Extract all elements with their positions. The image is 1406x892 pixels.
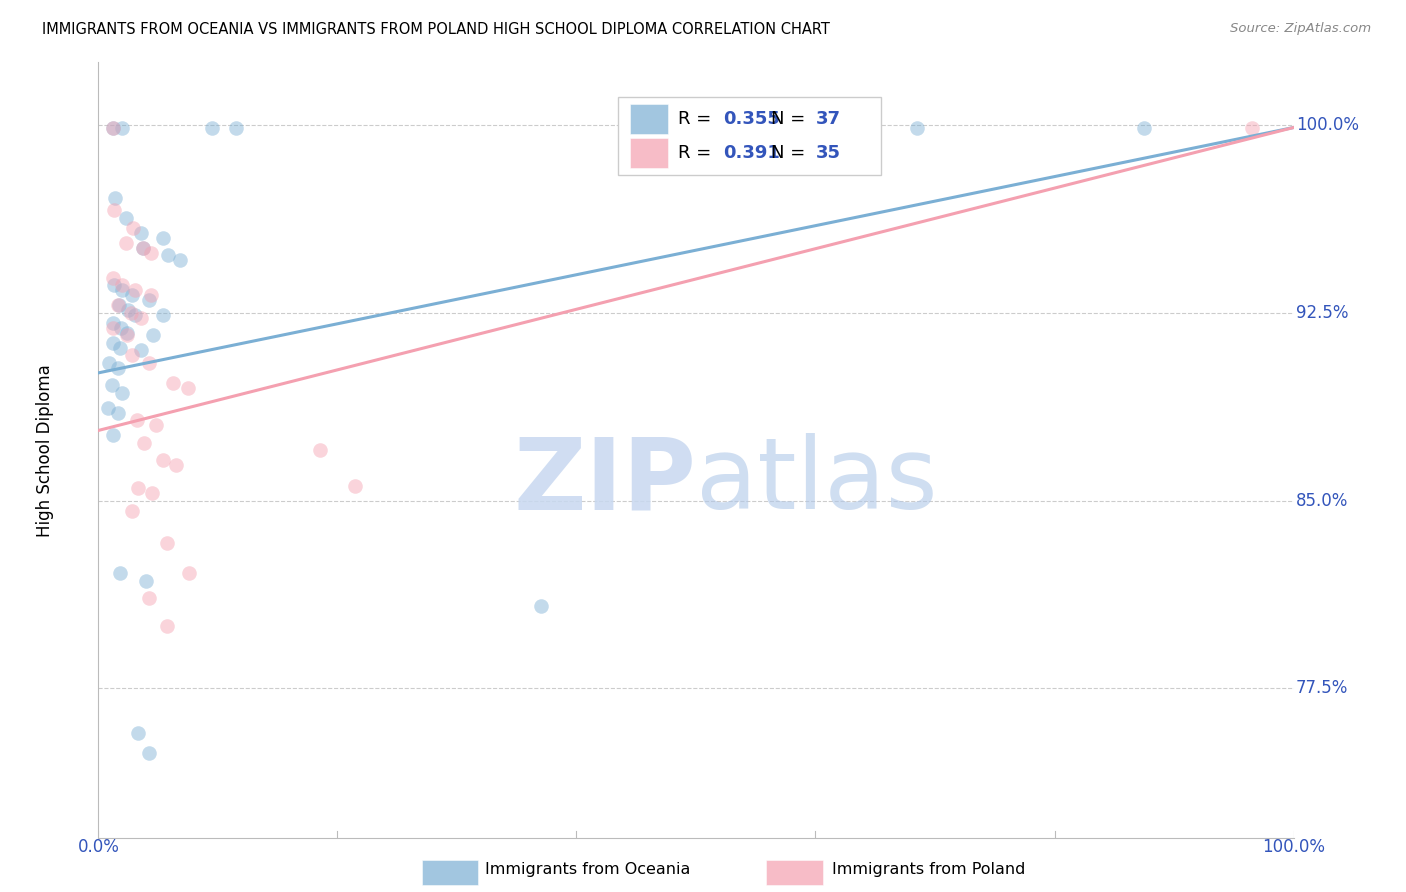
Point bbox=[111, 385, 134, 400]
Point bbox=[152, 230, 174, 244]
Point bbox=[132, 436, 155, 450]
Point bbox=[121, 348, 143, 362]
Point bbox=[201, 120, 224, 135]
Point bbox=[111, 278, 134, 293]
Point bbox=[101, 335, 124, 350]
Point bbox=[155, 536, 177, 550]
Point bbox=[127, 726, 149, 740]
Point bbox=[156, 248, 179, 262]
Text: IMMIGRANTS FROM OCEANIA VS IMMIGRANTS FROM POLAND HIGH SCHOOL DIPLOMA CORRELATIO: IMMIGRANTS FROM OCEANIA VS IMMIGRANTS FR… bbox=[42, 22, 830, 37]
Point bbox=[905, 120, 928, 135]
Point bbox=[101, 428, 124, 442]
Point bbox=[162, 376, 184, 390]
Point bbox=[117, 303, 139, 318]
Point bbox=[103, 203, 125, 218]
Point bbox=[101, 316, 124, 330]
Point bbox=[139, 245, 162, 260]
Point bbox=[115, 235, 138, 250]
FancyBboxPatch shape bbox=[619, 97, 882, 175]
Point bbox=[115, 211, 138, 225]
Point bbox=[101, 120, 124, 135]
Point bbox=[104, 191, 127, 205]
Point bbox=[138, 356, 160, 370]
Point bbox=[152, 308, 174, 322]
Point bbox=[108, 341, 131, 355]
Point bbox=[344, 478, 367, 492]
Point bbox=[131, 310, 153, 325]
Point bbox=[138, 293, 160, 308]
Point bbox=[127, 481, 149, 495]
Point bbox=[103, 278, 125, 293]
Point bbox=[111, 283, 134, 297]
Point bbox=[165, 458, 187, 473]
Text: 0.391: 0.391 bbox=[724, 145, 780, 162]
Point bbox=[101, 120, 124, 135]
Text: R =: R = bbox=[678, 145, 717, 162]
Text: N =: N = bbox=[772, 110, 811, 128]
Point bbox=[1240, 120, 1263, 135]
Point bbox=[110, 320, 132, 334]
Point bbox=[124, 283, 146, 297]
Text: 92.5%: 92.5% bbox=[1296, 304, 1348, 322]
Text: 85.0%: 85.0% bbox=[1296, 491, 1348, 509]
Point bbox=[169, 253, 191, 268]
Point bbox=[155, 618, 177, 632]
Point bbox=[121, 503, 143, 517]
Text: 100.0%: 100.0% bbox=[1263, 838, 1324, 856]
Point bbox=[1133, 120, 1156, 135]
Point bbox=[125, 413, 148, 427]
Text: Immigrants from Poland: Immigrants from Poland bbox=[832, 863, 1026, 877]
FancyBboxPatch shape bbox=[630, 138, 668, 168]
Text: 37: 37 bbox=[815, 110, 841, 128]
Point bbox=[131, 226, 153, 240]
Point bbox=[142, 328, 165, 343]
Point bbox=[121, 288, 143, 302]
Point bbox=[100, 378, 122, 392]
Point bbox=[131, 343, 153, 358]
Text: 100.0%: 100.0% bbox=[1296, 116, 1360, 134]
Point bbox=[131, 241, 153, 255]
Point bbox=[115, 328, 138, 343]
Point bbox=[530, 599, 553, 613]
Text: High School Diploma: High School Diploma bbox=[35, 364, 53, 537]
Text: 77.5%: 77.5% bbox=[1296, 680, 1348, 698]
Point bbox=[135, 574, 157, 588]
Point bbox=[107, 406, 129, 420]
Text: 0.355: 0.355 bbox=[724, 110, 780, 128]
Text: 35: 35 bbox=[815, 145, 841, 162]
Text: Source: ZipAtlas.com: Source: ZipAtlas.com bbox=[1230, 22, 1371, 36]
Point bbox=[138, 747, 160, 761]
FancyBboxPatch shape bbox=[630, 104, 668, 134]
Text: 0.0%: 0.0% bbox=[77, 838, 120, 856]
Point bbox=[152, 453, 174, 467]
Text: R =: R = bbox=[678, 110, 717, 128]
Point bbox=[111, 120, 134, 135]
Point bbox=[101, 320, 124, 334]
Point bbox=[131, 241, 153, 255]
Point bbox=[108, 566, 131, 581]
Point bbox=[107, 360, 129, 375]
Point bbox=[115, 326, 138, 340]
Text: N =: N = bbox=[772, 145, 811, 162]
Text: atlas: atlas bbox=[696, 433, 938, 530]
Point bbox=[101, 270, 124, 285]
Point bbox=[225, 120, 247, 135]
Point bbox=[107, 298, 129, 312]
Point bbox=[97, 401, 120, 415]
Text: Immigrants from Oceania: Immigrants from Oceania bbox=[485, 863, 690, 877]
Point bbox=[120, 306, 142, 320]
Point bbox=[308, 443, 330, 458]
Point bbox=[124, 308, 146, 322]
Point bbox=[139, 288, 162, 302]
Point bbox=[98, 356, 121, 370]
Point bbox=[122, 220, 145, 235]
Point bbox=[179, 566, 201, 581]
Point bbox=[107, 298, 129, 312]
Point bbox=[177, 381, 200, 395]
Point bbox=[145, 418, 167, 433]
Point bbox=[138, 591, 160, 606]
Text: ZIP: ZIP bbox=[513, 433, 696, 530]
Point bbox=[141, 486, 163, 500]
